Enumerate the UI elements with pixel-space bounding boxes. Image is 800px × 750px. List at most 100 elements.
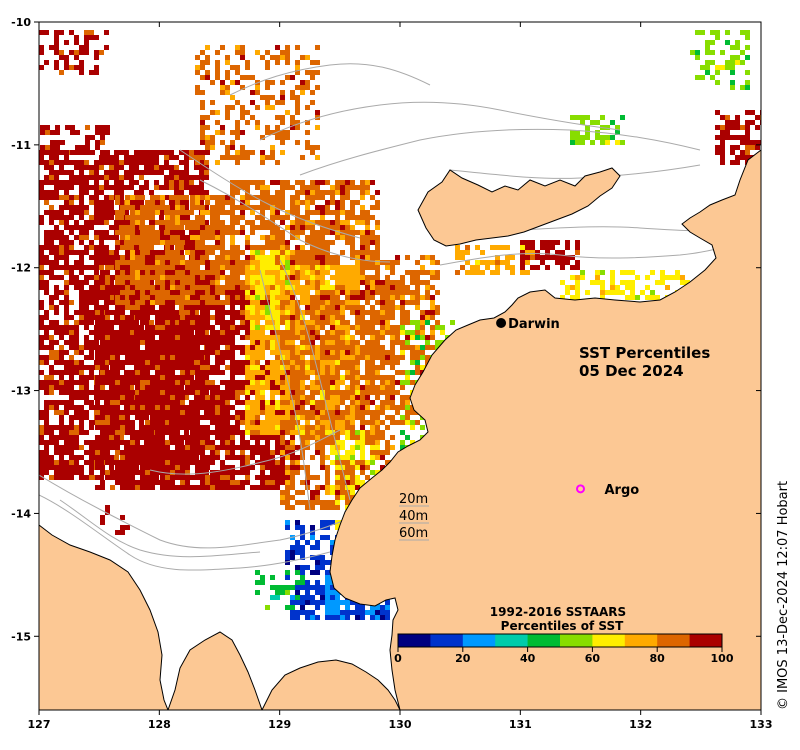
sst-pixel xyxy=(120,275,125,280)
sst-pixel xyxy=(150,440,155,445)
sst-pixel xyxy=(64,430,69,435)
sst-pixel xyxy=(180,345,185,350)
sst-pixel xyxy=(114,235,119,240)
sst-pixel xyxy=(385,375,390,380)
sst-pixel xyxy=(315,205,320,210)
sst-pixel xyxy=(230,230,235,235)
sst-pixel xyxy=(280,265,285,270)
sst-pixel xyxy=(340,375,345,380)
sst-pixel xyxy=(255,185,260,190)
sst-pixel xyxy=(210,235,215,240)
sst-pixel xyxy=(134,190,139,195)
sst-pixel xyxy=(100,295,105,300)
sst-pixel xyxy=(125,470,130,475)
sst-pixel xyxy=(270,195,275,200)
sst-pixel xyxy=(84,225,89,230)
sst-pixel xyxy=(125,300,130,305)
sst-pixel xyxy=(385,310,390,315)
sst-pixel xyxy=(164,175,169,180)
sst-pixel xyxy=(195,425,200,430)
sst-pixel xyxy=(180,290,185,295)
sst-pixel xyxy=(140,215,145,220)
sst-pixel xyxy=(54,320,59,325)
sst-pixel xyxy=(270,245,275,250)
sst-pixel xyxy=(340,425,345,430)
sst-pixel xyxy=(135,285,140,290)
sst-pixel xyxy=(120,245,125,250)
sst-pixel xyxy=(195,255,200,260)
sst-pixel xyxy=(160,265,165,270)
sst-pixel xyxy=(175,425,180,430)
sst-pixel xyxy=(109,350,114,355)
sst-pixel xyxy=(200,290,205,295)
sst-pixel xyxy=(220,335,225,340)
sst-pixel xyxy=(115,240,120,245)
sst-pixel xyxy=(44,415,49,420)
sst-pixel xyxy=(64,290,69,295)
sst-pixel xyxy=(160,375,165,380)
sst-pixel xyxy=(110,460,115,465)
sst-pixel xyxy=(54,425,59,430)
sst-pixel xyxy=(79,465,84,470)
sst-pixel xyxy=(250,370,255,375)
sst-pixel xyxy=(275,365,280,370)
sst-pixel xyxy=(175,210,180,215)
sst-pixel xyxy=(270,225,275,230)
sst-pixel xyxy=(170,340,175,345)
sst-pixel xyxy=(355,215,360,220)
sst-pixel xyxy=(210,475,215,480)
sst-pixel xyxy=(69,175,74,180)
sst-pixel xyxy=(310,305,315,310)
sst-pixel xyxy=(200,205,205,210)
sst-pixel xyxy=(345,325,350,330)
sst-pixel xyxy=(135,470,140,475)
sst-pixel xyxy=(295,190,300,195)
sst-pixel xyxy=(325,280,330,285)
sst-pixel xyxy=(220,235,225,240)
sst-pixel xyxy=(109,465,114,470)
sst-pixel xyxy=(89,455,94,460)
sst-pixel xyxy=(295,275,300,280)
sst-pixel xyxy=(270,365,275,370)
sst-pixel xyxy=(94,165,99,170)
sst-pixel xyxy=(79,210,84,215)
sst-pixel xyxy=(170,385,175,390)
sst-pixel xyxy=(89,425,94,430)
sst-pixel xyxy=(44,245,49,250)
sst-pixel xyxy=(205,365,210,370)
sst-pixel xyxy=(355,345,360,350)
sst-pixel xyxy=(125,410,130,415)
sst-pixel xyxy=(144,395,149,400)
sst-pixel xyxy=(200,235,205,240)
sst-pixel xyxy=(290,205,295,210)
sst-pixel xyxy=(89,345,94,350)
sst-pixel xyxy=(69,300,74,305)
sst-pixel xyxy=(335,395,340,400)
sst-pixel xyxy=(99,205,104,210)
sst-pixel xyxy=(230,280,235,285)
sst-pixel xyxy=(150,225,155,230)
sst-pixel xyxy=(270,360,275,365)
sst-pixel xyxy=(94,190,99,195)
sst-pixel xyxy=(200,380,205,385)
sst-pixel xyxy=(180,350,185,355)
sst-pixel xyxy=(255,205,260,210)
sst-pixel xyxy=(260,315,265,320)
sst-pixel xyxy=(215,225,220,230)
sst-pixel xyxy=(74,175,79,180)
sst-pixel xyxy=(270,465,275,470)
sst-pixel xyxy=(155,330,160,335)
sst-pixel xyxy=(295,310,300,315)
sst-pixel xyxy=(340,305,345,310)
sst-pixel xyxy=(100,380,105,385)
sst-pixel xyxy=(260,220,265,225)
sst-pixel xyxy=(165,475,170,480)
sst-pixel xyxy=(270,220,275,225)
sst-pixel xyxy=(129,340,134,345)
sst-pixel xyxy=(365,180,370,185)
sst-pixel xyxy=(340,420,345,425)
sst-pixel xyxy=(159,315,164,320)
sst-pixel xyxy=(119,160,124,165)
sst-pixel xyxy=(185,310,190,315)
sst-pixel xyxy=(315,180,320,185)
